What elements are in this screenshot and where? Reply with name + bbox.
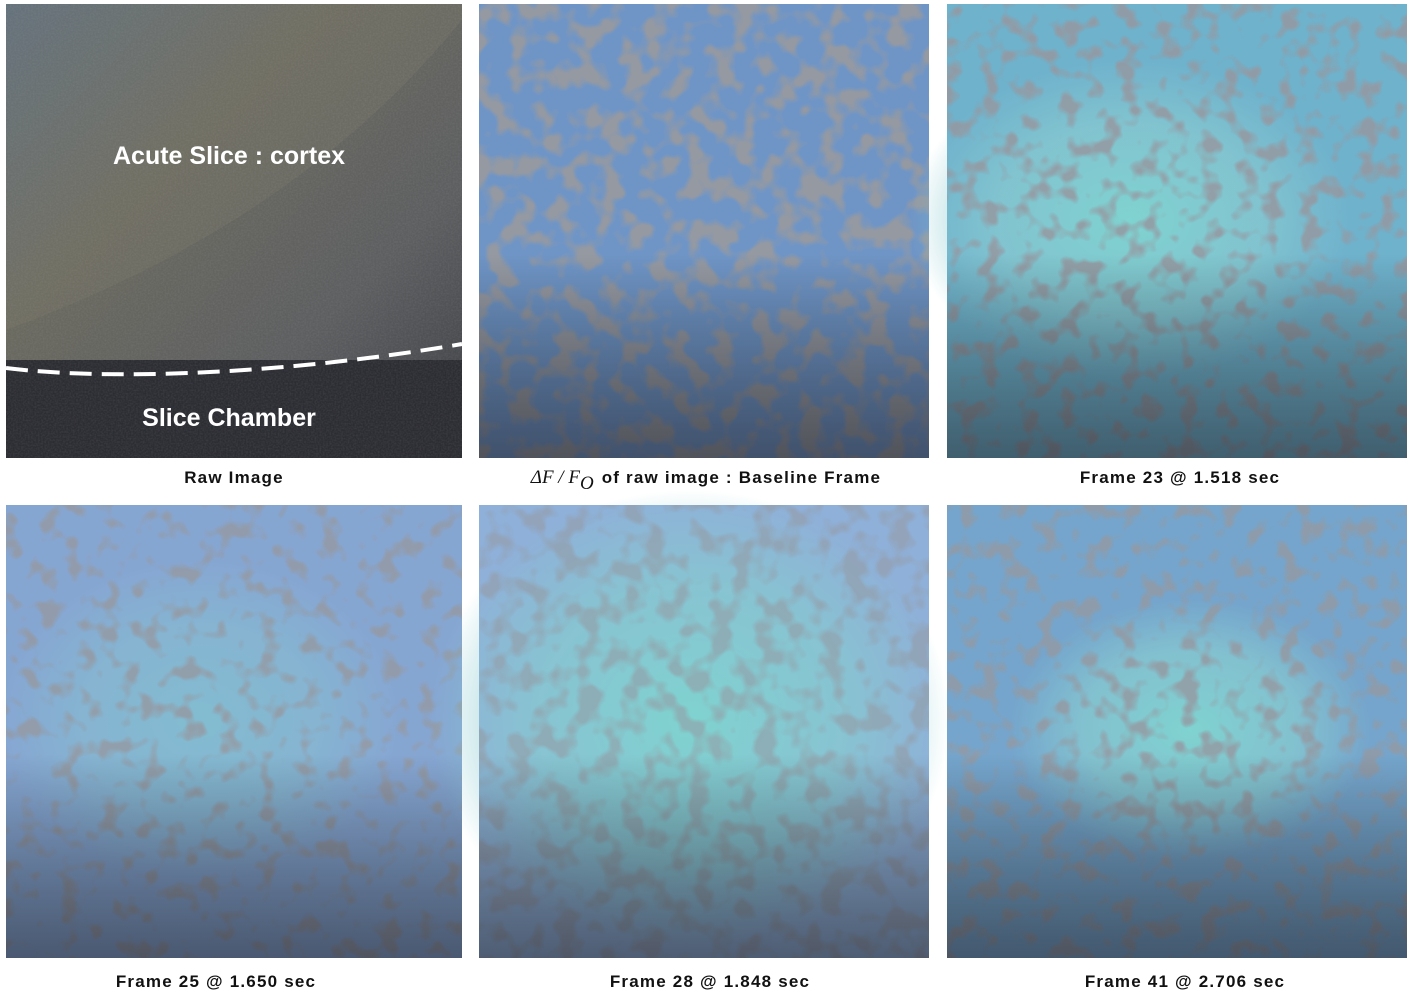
caption-text: of raw image : Baseline Frame — [602, 468, 882, 487]
caption: Frame 28 @ 1.848 sec — [610, 972, 810, 991]
frame-panel — [947, 505, 1407, 958]
figure: Acute Slice : cortex Slice Chamber Raw I… — [0, 0, 1413, 995]
caption-subscript: O — [580, 473, 594, 494]
frame-panel — [430, 490, 950, 958]
caption: Raw Image — [184, 468, 284, 487]
frame-panel — [0, 505, 462, 958]
caption: Frame 23 @ 1.518 sec — [1080, 468, 1280, 487]
baseline-panel — [479, 4, 929, 458]
frame-panel — [910, 4, 1407, 458]
overlay-label: Slice Chamber — [142, 404, 316, 432]
caption: Frame 25 @ 1.650 sec — [116, 972, 316, 991]
raw-image-panel: Acute Slice : cortex Slice Chamber — [6, 4, 462, 458]
caption: Frame 41 @ 2.706 sec — [1085, 972, 1285, 991]
caption-math: ΔF / F — [530, 467, 581, 488]
overlay-label: Acute Slice : cortex — [113, 142, 345, 170]
